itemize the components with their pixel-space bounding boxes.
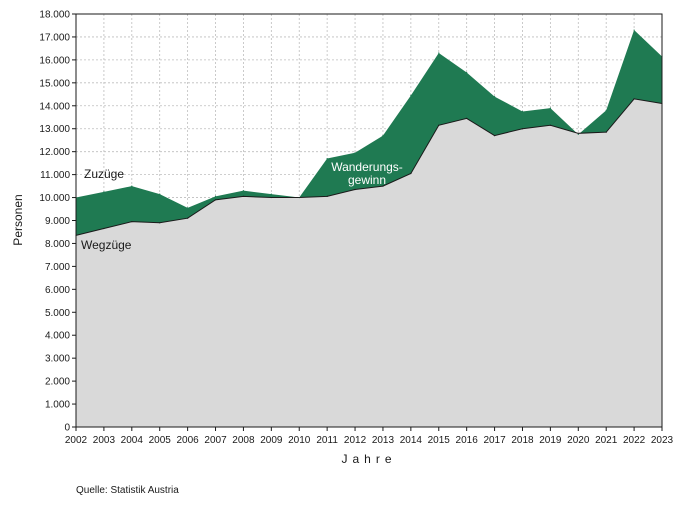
zuzuege-point-2021 [605, 109, 607, 111]
y-tick-label: 15.000 [39, 78, 70, 89]
zuzuege-point-2005 [159, 193, 161, 195]
wegzuege-point-2011 [326, 195, 328, 198]
x-tick-label: 2022 [623, 435, 646, 446]
zuzuege-point-2014 [410, 94, 412, 97]
y-tick-label: 5.000 [45, 308, 70, 319]
zuzuege-point-2009 [270, 193, 272, 195]
y-tick-label: 17.000 [39, 32, 70, 43]
zuzuege-point-2006 [187, 207, 189, 209]
x-axis-title: Jahre [341, 452, 396, 466]
wegzuege-point-2015 [438, 124, 440, 126]
wegzuege-point-2008 [242, 195, 245, 198]
wegzuege-point-2021 [605, 131, 607, 133]
wegzuege-point-2013 [382, 185, 384, 187]
zuzuege-point-2020 [577, 133, 579, 136]
zuzuege-point-2013 [382, 135, 384, 137]
x-axis-ticks: 2002 2003 2004 2005 2006 2007 2008 2009 2010 2011… [65, 427, 674, 446]
x-tick-label: 2021 [595, 435, 618, 446]
area-series [75, 29, 663, 428]
area-wegzuege [76, 98, 662, 427]
y-tick-label: 11.000 [40, 170, 70, 181]
wegzuege-point-2014 [410, 172, 412, 175]
wegzuege-point-2018 [521, 128, 524, 130]
x-tick-label: 2004 [121, 435, 144, 446]
wegzuege-label: Wegzüge [81, 238, 132, 252]
wegzuege-point-2005 [159, 222, 161, 224]
wegzuege-point-2006 [187, 217, 189, 219]
zuzuege-point-2008 [242, 190, 245, 192]
line-wegzuege [75, 98, 663, 236]
zuzuege-point-2007 [214, 195, 217, 198]
x-tick-label: 2013 [372, 435, 395, 446]
y-axis-ticks: 0 1.000 2.000 3.000 4.000 5.000 6.000 7.000 8.00… [39, 10, 76, 434]
y-tick-label: 0 [64, 423, 70, 434]
x-tick-label: 2005 [149, 435, 172, 446]
wegzuege-point-2012 [354, 188, 356, 191]
x-tick-label: 2019 [539, 435, 562, 446]
y-tick-label: 16.000 [39, 55, 70, 66]
wegzuege-point-2019 [549, 124, 551, 126]
wegzuege-point-2004 [131, 221, 133, 223]
zuzuege-point-2015 [438, 52, 440, 54]
x-tick-label: 2007 [204, 435, 227, 446]
wegzuege-point-2009 [270, 196, 272, 199]
x-tick-label: 2008 [232, 435, 255, 446]
zuzuege-point-2012 [354, 152, 356, 154]
x-tick-label: 2009 [260, 435, 283, 446]
x-tick-label: 2017 [483, 435, 506, 446]
zuzuege-point-2022 [633, 29, 635, 31]
y-tick-label: 9.000 [45, 216, 70, 227]
x-tick-label: 2016 [456, 435, 479, 446]
zuzuege-point-2016 [466, 71, 468, 74]
y-tick-label: 7.000 [45, 262, 70, 273]
x-tick-label: 2010 [288, 435, 311, 446]
x-tick-label: 2003 [93, 435, 116, 446]
y-tick-label: 4.000 [45, 331, 70, 342]
zuzuege-point-2019 [549, 107, 551, 109]
y-tick-label: 14.000 [39, 101, 70, 112]
y-tick-label: 2.000 [45, 377, 70, 388]
x-tick-label: 2020 [567, 435, 590, 446]
y-tick-label: 13.000 [39, 124, 70, 135]
y-tick-label: 6.000 [45, 285, 70, 296]
wegzuege-point-2017 [493, 135, 496, 137]
wegzuege-point-2010 [298, 196, 300, 199]
y-tick-label: 18.000 [39, 10, 70, 21]
x-tick-label: 2006 [176, 435, 199, 446]
wegzuege-point-2016 [466, 117, 468, 119]
zuzuege-point-2003 [103, 191, 105, 193]
y-tick-label: 10.000 [39, 193, 70, 204]
x-tick-label: 2002 [65, 435, 88, 446]
x-tick-label: 2018 [511, 435, 534, 446]
zuzuege-point-2011 [326, 157, 328, 160]
wegzuege-point-2022 [633, 98, 635, 100]
source-note: Quelle: Statistik Austria [76, 485, 179, 496]
y-axis-title: Personen [11, 194, 25, 245]
x-tick-label: 2015 [428, 435, 451, 446]
x-tick-label: 2012 [344, 435, 367, 446]
y-tick-label: 12.000 [39, 147, 70, 158]
wegzuege-point-2007 [214, 199, 217, 201]
x-tick-label: 2014 [400, 435, 423, 446]
wanderungsgewinn-label-line1: Wanderungs- [331, 160, 403, 174]
y-tick-label: 8.000 [45, 239, 70, 250]
wegzuege-point-2020 [577, 132, 579, 134]
zuzuege-point-2004 [131, 185, 133, 187]
wanderungsgewinn-label-line2: gewinn [348, 173, 386, 187]
x-tick-label: 2011 [316, 435, 338, 446]
y-tick-label: 3.000 [45, 354, 70, 365]
zuzuege-label: Zuzüge [84, 167, 124, 181]
zuzuege-point-2017 [493, 96, 496, 98]
wegzuege-point-2003 [103, 227, 105, 230]
x-tick-label: 2023 [651, 435, 674, 446]
y-tick-label: 1.000 [45, 400, 70, 411]
zuzuege-point-2018 [521, 110, 524, 113]
